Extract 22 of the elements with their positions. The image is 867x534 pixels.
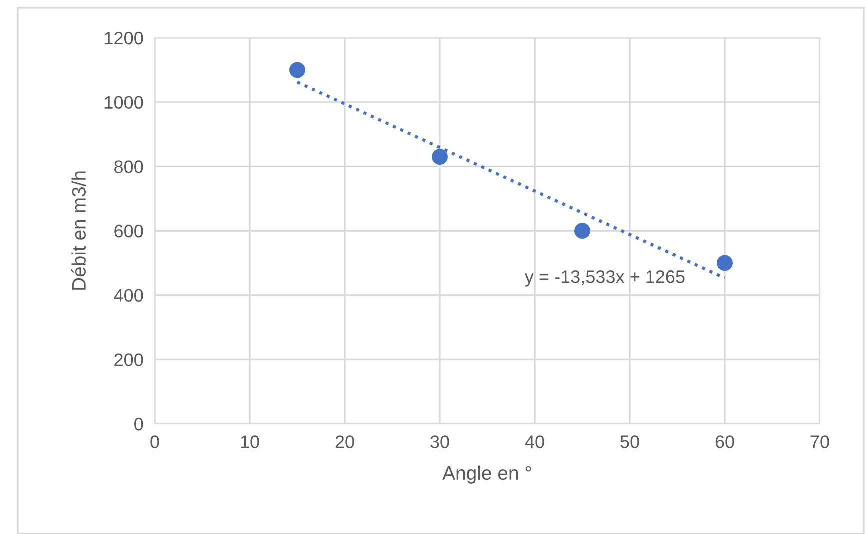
point xyxy=(717,255,733,272)
y-tick-label: 800 xyxy=(114,160,144,174)
x-tick-label: 50 xyxy=(620,436,640,448)
x-tick-label: 70 xyxy=(810,436,830,448)
y-tick-label: 0 xyxy=(134,418,144,431)
x-tick-label: 40 xyxy=(525,436,544,448)
y-tick-label: 1200 xyxy=(105,32,144,45)
y-tick-label: 200 xyxy=(114,354,144,366)
y-tick-label: 1000 xyxy=(105,96,144,110)
annotation: y = -13,533x + 1265 xyxy=(524,270,685,287)
point xyxy=(290,62,306,78)
x-tick-label: 10 xyxy=(241,436,260,448)
x-tick-label: 60 xyxy=(716,436,734,448)
x-tick-label: 20 xyxy=(336,436,354,448)
point xyxy=(432,149,448,165)
x-axis-title: Angle en ° xyxy=(442,466,532,484)
point xyxy=(574,223,590,239)
x-tick-label: 0 xyxy=(150,436,160,448)
y-axis-title: Débit en m3/h xyxy=(71,172,86,290)
y-tick-label: 600 xyxy=(114,224,144,238)
y-tick-label: 400 xyxy=(114,289,144,302)
x-tick-label: 30 xyxy=(430,436,450,448)
